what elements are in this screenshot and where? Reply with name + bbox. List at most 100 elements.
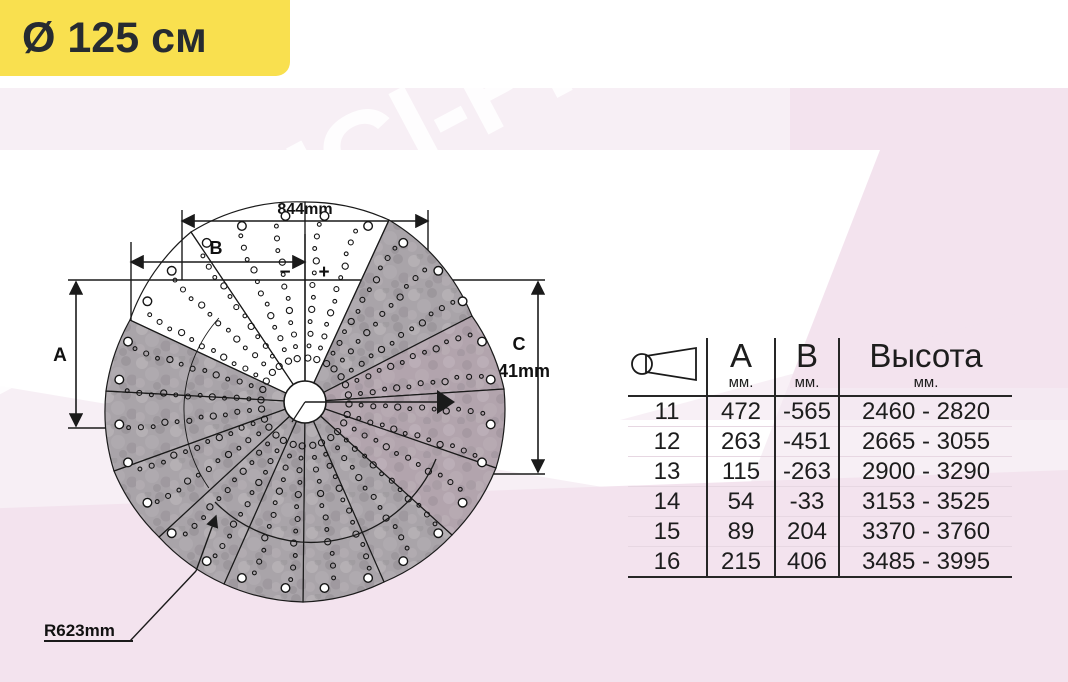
perforation-hole [330, 350, 336, 356]
perforation-hole [197, 392, 203, 398]
perforation-hole [148, 392, 154, 398]
rim-bolt-hole [280, 210, 291, 221]
perforation-hole [398, 534, 405, 541]
perforation-hole [416, 502, 422, 508]
perforation-hole [150, 424, 156, 430]
perforation-hole [263, 469, 268, 475]
tread-outline-group [129, 201, 390, 404]
perforation-hole [265, 441, 271, 447]
table-cell-a: 472 [707, 396, 776, 427]
table-cell-b: -565 [775, 396, 840, 427]
rim-bolt-hole [477, 457, 488, 468]
perforation-hole [290, 539, 298, 547]
perforation-hole [212, 371, 220, 379]
table-cell-a: 89 [707, 516, 776, 547]
perforation-hole [308, 305, 316, 314]
perforation-hole [194, 444, 201, 451]
perforation-hole [188, 296, 194, 302]
perforation-hole [238, 233, 244, 239]
perforation-hole [317, 439, 326, 447]
radius-arrow [305, 390, 455, 414]
perforation-hole [313, 233, 320, 240]
perforation-hole [348, 367, 354, 373]
stair-treads-group [104, 201, 506, 603]
perforation-hole [358, 402, 364, 408]
perforation-hole [132, 346, 138, 352]
perforation-hole [275, 248, 281, 254]
perforation-hole [407, 406, 413, 412]
perforation-hole [438, 305, 445, 312]
perforation-hole [389, 340, 395, 346]
perforation-hole [478, 373, 484, 379]
perforation-hole [207, 311, 213, 317]
perforation-hole [294, 490, 302, 499]
rim-bolt-hole [398, 237, 409, 248]
table-header-height: Высота мм. [839, 338, 1012, 396]
perforation-hole [212, 274, 218, 280]
perforation-hole [267, 458, 274, 465]
perforation-hole [279, 436, 288, 445]
table-cell-a: 54 [707, 486, 776, 517]
rim-bolt-hole [142, 296, 153, 307]
perforation-hole [430, 379, 436, 385]
perforation-hole [355, 308, 361, 314]
rim-bolt-holes [114, 210, 496, 594]
perforation-hole [250, 266, 258, 274]
dimension-b-label: B [210, 238, 223, 258]
table-header-a: A мм. [707, 338, 776, 396]
perforation-hole [225, 376, 231, 382]
perforation-hole [257, 290, 264, 297]
perforation-hole [338, 275, 344, 281]
perforation-hole [249, 490, 255, 496]
perforation-hole [220, 282, 228, 290]
perforation-hole [160, 389, 168, 397]
perforation-hole [182, 531, 188, 537]
tread-outline [190, 201, 306, 404]
perforation-hole [294, 515, 301, 523]
perforation-hole [370, 403, 377, 410]
table-row: 14 54 -33 3153 - 3525 [628, 486, 1012, 517]
perforation-hole [293, 344, 298, 350]
perforation-hole [167, 326, 173, 332]
perforation-hole [329, 550, 335, 556]
rim-bolt-hole [166, 265, 177, 276]
perforation-hole [238, 511, 244, 517]
perforation-hole [244, 501, 251, 508]
perforation-hole [293, 355, 301, 363]
table-cell-steps: 13 [628, 456, 708, 487]
table-header-height-unit: мм. [913, 374, 939, 391]
perforation-hole [405, 454, 412, 461]
perforation-hole [343, 251, 349, 257]
perforation-hole [212, 553, 218, 559]
perforation-hole [383, 403, 388, 409]
perforation-hole [306, 343, 312, 349]
perforation-hole [372, 276, 381, 284]
table-cell-b: -451 [775, 426, 840, 457]
perforation-hole [472, 452, 478, 458]
perforation-hole [341, 455, 348, 462]
perforation-hole [297, 479, 303, 485]
perforation-hole [255, 334, 261, 340]
table-cell-height: 2900 - 3290 [839, 456, 1012, 487]
table-cell-steps: 16 [628, 546, 708, 578]
perforation-hole [356, 415, 362, 421]
perforation-hole [309, 441, 317, 449]
perforation-hole [233, 335, 241, 343]
perforation-hole [366, 287, 372, 293]
tread-outline [129, 231, 307, 404]
dimension-c: C 641mm [488, 280, 550, 474]
perforation-hole [170, 451, 178, 459]
perforation-hole [409, 353, 416, 360]
perforation-hole [288, 577, 294, 583]
table-header-row: A мм. B мм. Высота мм. [628, 338, 1012, 396]
table-header-a-unit: мм. [728, 374, 754, 391]
rim-bolt-hole [201, 237, 212, 248]
perforation-hole [281, 283, 288, 290]
perforation-hole [239, 467, 247, 475]
perforation-hole [264, 301, 270, 307]
perforation-hole [200, 253, 206, 259]
perforation-hole [231, 361, 237, 367]
table-cell-b: 406 [775, 546, 840, 578]
perforation-hole [252, 352, 259, 359]
table-header-b-unit: мм. [794, 374, 820, 391]
